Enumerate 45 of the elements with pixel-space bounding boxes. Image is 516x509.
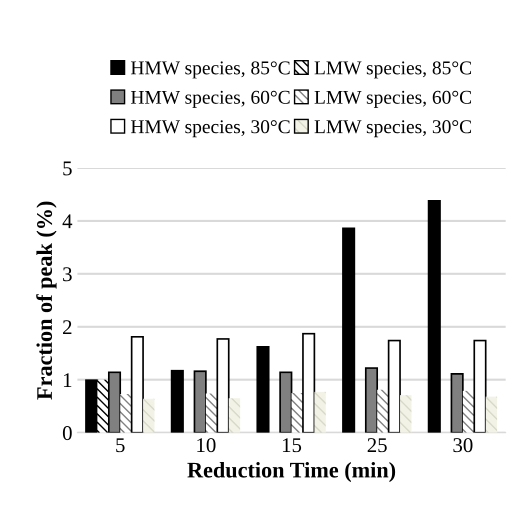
legend-label: HMW species, 60°C (130, 90, 290, 108)
legend-label: LMW species, 30°C (314, 120, 472, 138)
bar (97, 380, 109, 433)
x-axis-title: Reduction Time (min) (187, 462, 396, 482)
bar (342, 227, 356, 433)
x-tick-label: 25 (368, 438, 387, 452)
bar (256, 346, 270, 433)
bar (228, 398, 240, 433)
bar (388, 340, 401, 433)
bar (292, 392, 303, 433)
y-tick-label: 2 (63, 320, 72, 334)
bar (216, 338, 230, 433)
bar (428, 200, 441, 433)
bar (85, 379, 98, 433)
bar (314, 392, 326, 433)
bar (400, 395, 412, 433)
bar (120, 394, 132, 433)
y-tick-label: 1 (64, 373, 72, 387)
y-tick-label: 0 (62, 426, 72, 440)
y-tick-label: 3 (63, 267, 72, 282)
bar (473, 340, 487, 433)
legend-label: HMW species, 85°C (130, 61, 290, 78)
bar (279, 371, 292, 433)
bar (450, 373, 464, 433)
bar (364, 367, 378, 433)
bar (108, 371, 122, 433)
bar (170, 370, 184, 433)
bar (377, 390, 389, 433)
bar (206, 393, 218, 433)
bar (462, 390, 474, 433)
y-axis-title: Fraction of peak (%) (36, 202, 57, 400)
x-tick-label: 5 (116, 438, 125, 452)
bar (143, 398, 154, 433)
bar (486, 396, 498, 433)
bar (130, 336, 144, 433)
bar (302, 332, 316, 433)
y-tick-label: 4 (62, 214, 72, 228)
legend-label: LMW species, 85°C (314, 61, 472, 78)
x-tick-label: 10 (197, 438, 216, 452)
y-tick-label: 5 (63, 162, 72, 176)
x-tick-label: 15 (282, 438, 302, 452)
x-tick-label: 30 (453, 438, 472, 452)
legend-label: HMW species, 30°C (130, 120, 290, 138)
legend-label: LMW species, 60°C (314, 90, 472, 108)
bar (194, 370, 207, 433)
